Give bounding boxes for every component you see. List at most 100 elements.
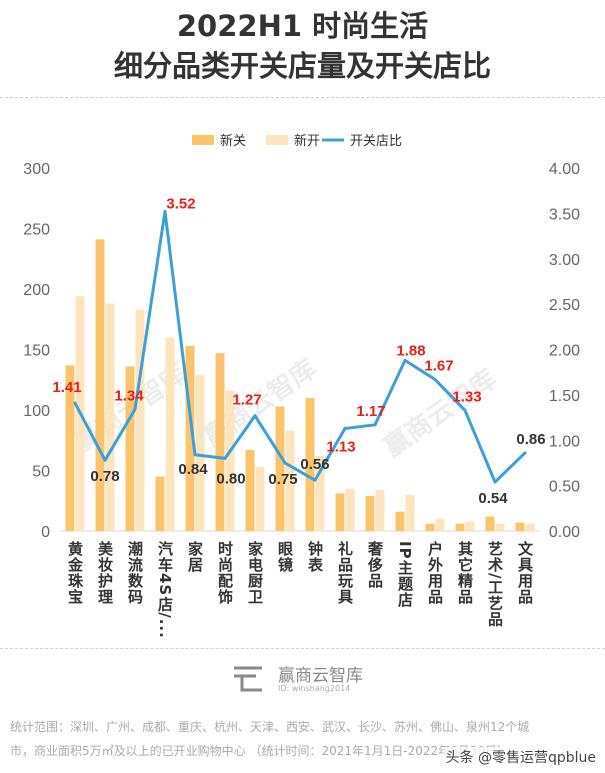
ratio-point	[193, 453, 197, 457]
category-label: 钟表	[306, 540, 324, 573]
bar-新关	[65, 365, 75, 531]
y-left-tick-label: 50	[32, 464, 50, 481]
footnote-line1: 统计范围：深圳、广州、成都、重庆、杭州、天津、西安、武汉、长沙、苏州、佛山、泉州…	[10, 720, 530, 734]
brand-logo-icon	[234, 666, 262, 692]
bar-新开	[465, 521, 475, 531]
bottom-divider	[0, 648, 605, 649]
bar-新关	[215, 353, 225, 531]
ratio-point	[223, 456, 227, 460]
category-label: 礼品玩具	[336, 540, 354, 605]
y-left-tick-label: 250	[23, 222, 50, 239]
bar-新开	[525, 523, 535, 531]
bar-新开	[285, 430, 295, 531]
ratio-point	[313, 478, 317, 482]
ratio-data-label: 0.54	[478, 490, 508, 507]
legend-label: 开关店比	[350, 134, 402, 149]
legend-label: 新开	[294, 133, 320, 149]
ratio-data-label: 0.78	[90, 468, 119, 485]
legend-swatch-新开	[266, 135, 288, 145]
bar-新关	[95, 239, 105, 531]
bar-新关	[155, 476, 165, 531]
ratio-data-label: 3.52	[166, 196, 195, 213]
category-label: 家电厨卫	[246, 540, 264, 605]
ratio-data-label: 1.27	[232, 392, 261, 409]
y-right-tick-label: 1.50	[549, 388, 580, 405]
toutiao-watermark: 头条 @零售运营qpblue	[442, 747, 599, 767]
y-left-tick-label: 100	[23, 403, 50, 420]
ratio-point	[373, 423, 377, 427]
ratio-point	[433, 377, 437, 381]
bar-新开	[405, 494, 415, 531]
y-right-tick-label: 2.50	[549, 297, 580, 314]
bar-新关	[125, 366, 135, 531]
chart-title-line2: 细分品类开关店量及开关店比	[113, 49, 491, 83]
ratio-point	[163, 210, 167, 214]
ratio-data-label: 1.88	[396, 342, 425, 359]
chart-title-line1: 2022H1 时尚生活	[176, 9, 429, 43]
category-label: 潮流数码	[126, 540, 144, 605]
bar-新关	[425, 523, 435, 531]
ratio-data-label: 0.86	[516, 431, 545, 448]
bar-新关	[515, 522, 525, 531]
bar-新开	[495, 523, 505, 531]
y-right-tick-label: 3.00	[549, 252, 580, 269]
bar-新关	[245, 449, 255, 531]
ratio-line	[73, 210, 527, 484]
y-right-tick-label: 4.00	[549, 161, 580, 178]
brand-id: ID: winshang2014	[278, 684, 351, 693]
category-label: 黄金珠宝	[66, 540, 84, 605]
category-label: 时尚配饰	[216, 541, 234, 605]
ratio-point	[103, 458, 107, 462]
ratio-point	[463, 408, 467, 412]
y-left-tick-label: 300	[23, 161, 50, 178]
footnote-line2: 市，商业面积5万㎡及以上的已开业购物中心 （统计时间：2021年1月1日-202…	[10, 744, 510, 758]
ratio-point	[493, 480, 497, 484]
category-label: IP主题店	[396, 541, 414, 608]
category-label: 眼镜	[276, 541, 294, 573]
ratio-data-label: 1.33	[452, 388, 481, 405]
bar-新开	[225, 390, 235, 531]
bar-新开	[345, 488, 355, 531]
category-label: 美妆护理	[96, 540, 114, 605]
brand-logo: 赢商云智库 ID: winshang2014	[228, 660, 398, 700]
category-label: 家居	[186, 540, 204, 573]
bar-新开	[165, 337, 175, 531]
y-right-tick-label: 0.50	[549, 479, 580, 496]
bar-新开	[105, 303, 115, 531]
category-label: 户外用品	[426, 540, 444, 605]
ratio-point	[73, 401, 77, 405]
y-left-tick-label: 0	[41, 524, 50, 541]
ratio-point	[403, 358, 407, 362]
ratio-data-label: 0.80	[216, 470, 245, 487]
bar-新开	[195, 374, 205, 531]
ratio-data-label: 1.13	[326, 438, 355, 455]
footnote: 统计范围：深圳、广州、成都、重庆、杭州、天津、西安、武汉、长沙、苏州、佛山、泉州…	[10, 715, 600, 763]
bar-新关	[395, 511, 405, 531]
legend-swatch-新关	[192, 135, 214, 145]
ratio-data-label: 1.34	[114, 387, 144, 404]
bar-新开	[315, 455, 325, 531]
ratio-point	[253, 414, 257, 418]
y-left-tick-label: 150	[23, 343, 50, 360]
ratio-point	[523, 451, 527, 455]
ratio-data-label: 1.67	[424, 357, 453, 374]
ratio-point	[343, 426, 347, 430]
category-label: 文具用品	[516, 540, 534, 605]
bar-新关	[485, 516, 495, 531]
bar-新开	[435, 518, 445, 531]
bar-新关	[305, 397, 315, 531]
y-right-tick-label: 2.00	[549, 343, 580, 360]
ratio-data-label: 1.41	[52, 379, 81, 396]
category-label: 汽车4S店/...	[156, 540, 174, 639]
ratio-data-label: 0.84	[178, 461, 208, 478]
y-right-tick-label: 3.50	[549, 206, 580, 223]
ratio-data-label: 1.17	[356, 403, 385, 420]
bar-新开	[375, 489, 385, 531]
y-right-tick-label: 0.00	[549, 524, 580, 541]
bar-新开	[135, 309, 145, 531]
y-right-tick-label: 1.00	[549, 433, 580, 450]
category-label: 其它精品	[456, 540, 474, 605]
category-label: 奢侈品	[366, 540, 384, 589]
brand-name: 赢商云智库	[278, 666, 363, 686]
